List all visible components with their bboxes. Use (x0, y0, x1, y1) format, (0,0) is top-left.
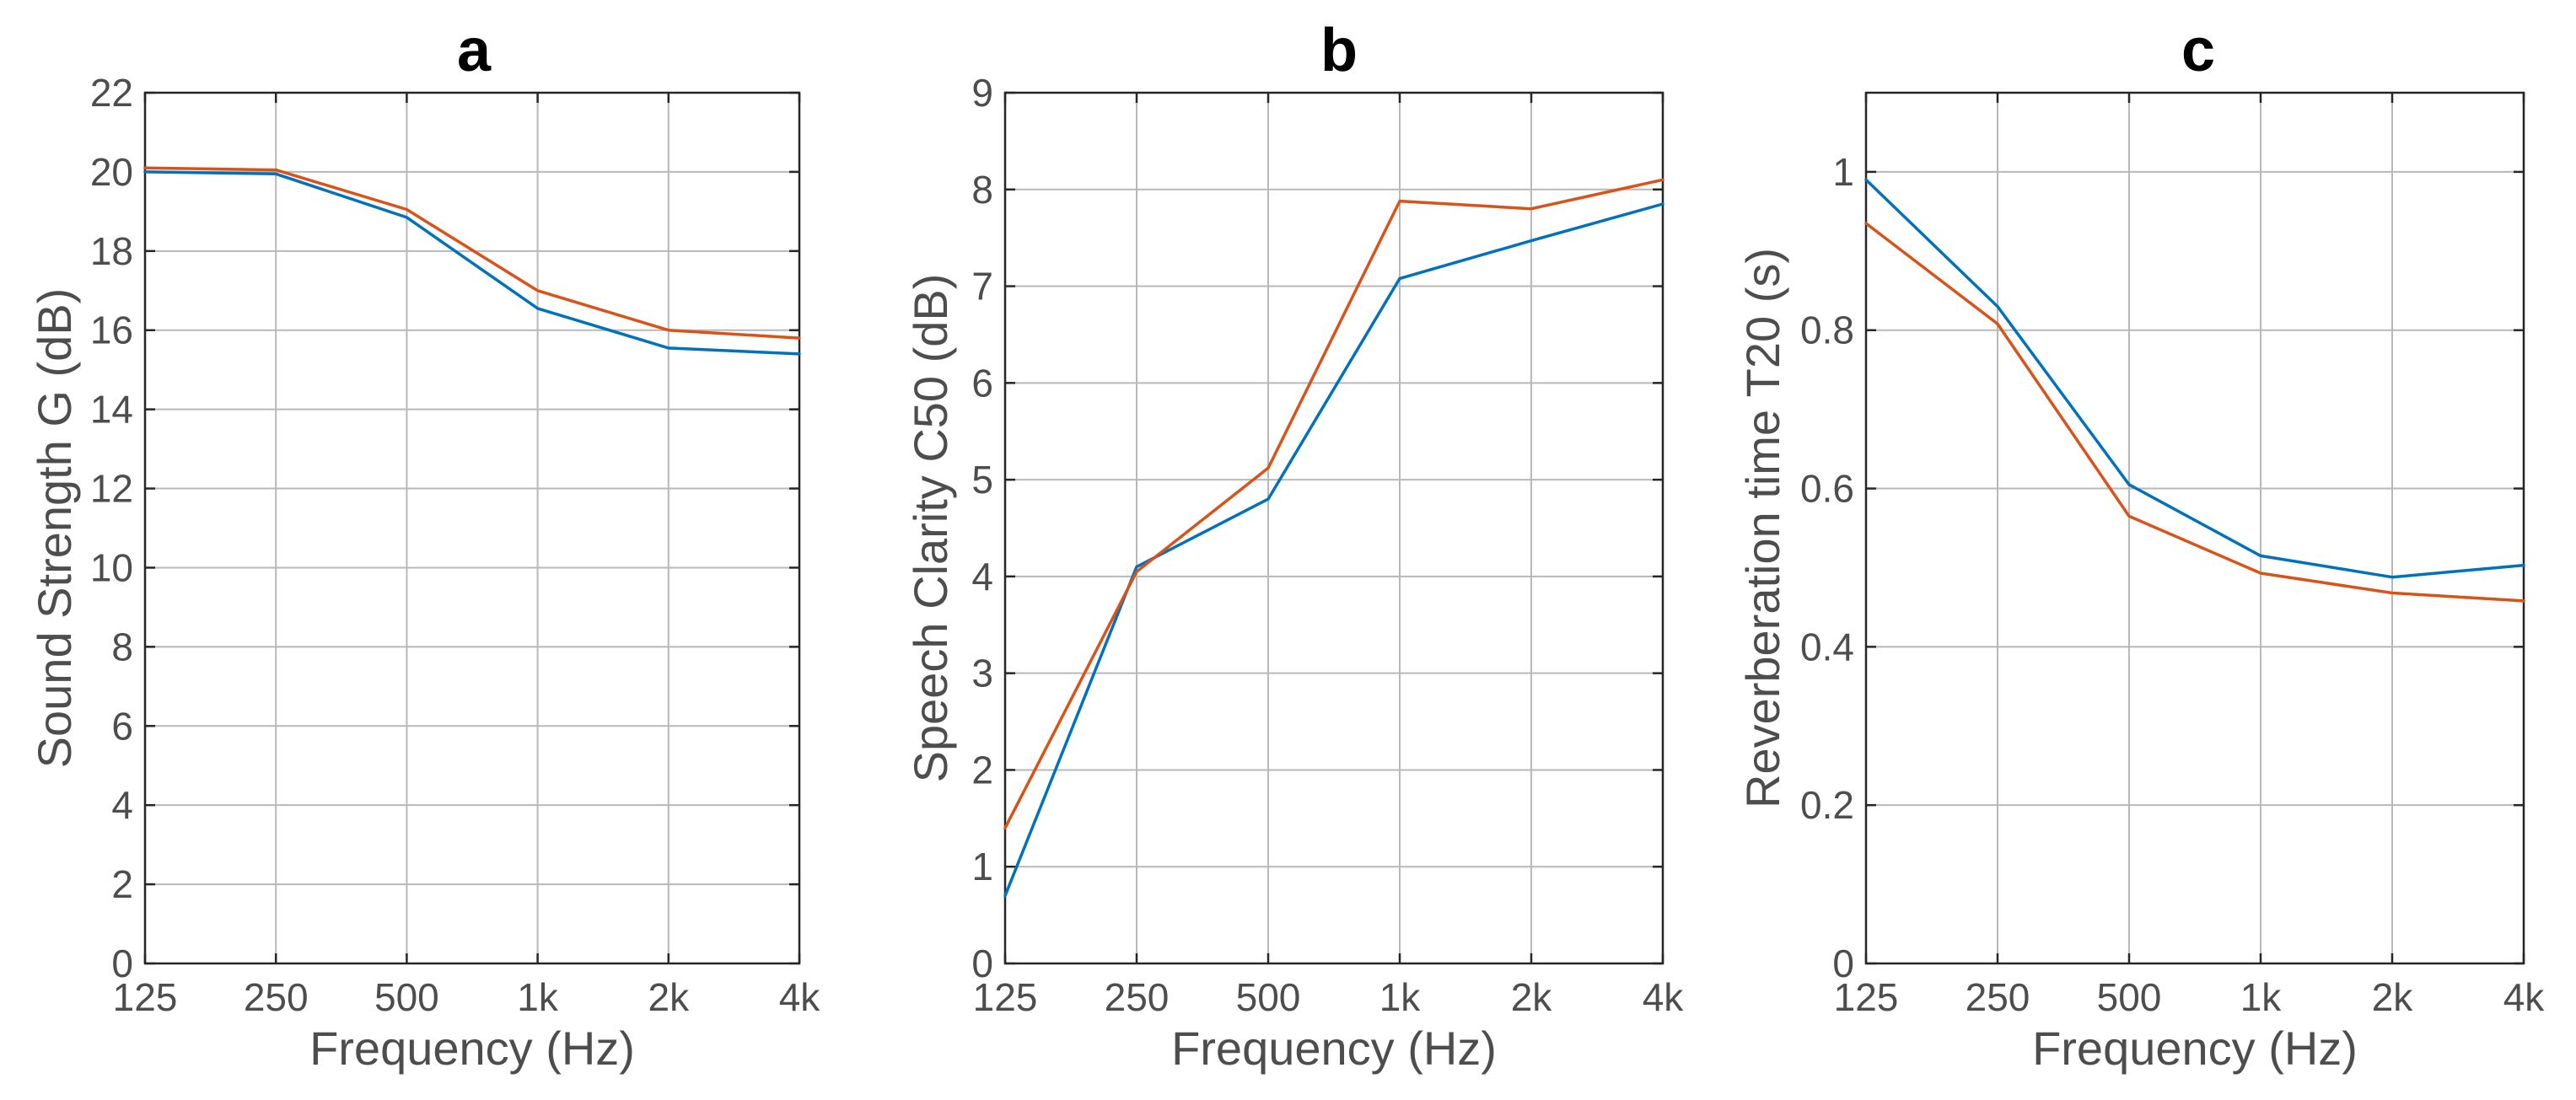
x-tick-label: 4k (1643, 975, 1685, 1019)
y-axis-label: Reverberation time T20 (s) (1736, 248, 1789, 808)
chart-panel-c: 125 250 500 1k 2k 4k 0 0.2 0.4 0.6 0.8 1 c Frequency … (1736, 17, 2545, 1075)
x-axis-label: Frequency (Hz) (2032, 1022, 2358, 1075)
y-tick-label: 1 (971, 845, 993, 888)
y-tick-label: 9 (971, 71, 993, 115)
chart-title: a (457, 17, 492, 84)
x-tick-label: 500 (1236, 975, 1301, 1019)
y-axis-label: Sound Strength G (dB) (28, 288, 81, 769)
plot-area (1866, 93, 2524, 963)
y-tick-label: 20 (90, 150, 133, 194)
x-tick-label: 125 (973, 975, 1038, 1019)
plot-frame (1864, 91, 2525, 965)
x-tick-label: 250 (1105, 975, 1170, 1019)
y-tick-label: 18 (90, 229, 133, 273)
x-axis-label: Frequency (Hz) (1171, 1022, 1497, 1075)
x-tick-label: 4k (2503, 975, 2546, 1019)
plot-frame (143, 91, 801, 965)
y-tick-label: 0.4 (1800, 625, 1854, 668)
y-axis-label: Speech Clarity C50 (dB) (904, 274, 957, 783)
y-tick-label: 0.6 (1800, 467, 1854, 511)
y-tick-label: 7 (971, 265, 993, 309)
y-tick-label: 4 (111, 783, 133, 827)
plot-frame (1003, 91, 1664, 965)
y-tick-label: 22 (90, 71, 133, 115)
x-axis-label: Frequency (Hz) (309, 1022, 635, 1075)
plot-area (1005, 93, 1663, 963)
y-tick-label: 14 (90, 388, 133, 432)
y-tick-label: 0.2 (1800, 783, 1854, 827)
y-tick-label: 2 (971, 748, 993, 791)
series-line-blue (1864, 178, 2525, 579)
series-line-blue (143, 170, 801, 356)
series-line-orange (1864, 222, 2525, 603)
chart-title: c (2181, 17, 2215, 84)
y-tick-label: 12 (90, 467, 133, 511)
y-tick-label: 8 (971, 168, 993, 212)
x-tick-label: 125 (113, 975, 178, 1019)
y-tick-label: 1 (1832, 150, 1854, 194)
x-tick-label: 1k (1379, 975, 1422, 1019)
x-tick-label: 1k (2240, 975, 2283, 1019)
y-tick-label: 4 (971, 555, 993, 598)
x-tick-label: 1k (517, 975, 559, 1019)
chart-panel-b: 125 250 500 1k 2k 4k 0 1 2 3 4 5 6 7 8 9 b Frequency (Hz)… (904, 17, 1684, 1075)
series-line-blue (1003, 202, 1664, 898)
x-tick-label: 4k (779, 975, 821, 1019)
y-tick-label: 5 (971, 458, 993, 502)
y-tick-label: 0 (971, 942, 993, 985)
x-tick-label: 2k (648, 975, 691, 1019)
x-tick-label: 125 (1834, 975, 1899, 1019)
y-tick-label: 0 (1832, 942, 1854, 985)
y-tick-label: 6 (111, 704, 133, 748)
y-tick-label: 16 (90, 309, 133, 352)
y-tick-label: 2 (111, 862, 133, 906)
x-tick-label: 500 (374, 975, 439, 1019)
series-line-orange (143, 166, 801, 340)
chart-title: b (1320, 17, 1358, 84)
x-tick-label: 500 (2097, 975, 2162, 1019)
x-tick-label: 2k (1511, 975, 1553, 1019)
y-tick-label: 8 (111, 625, 133, 668)
y-tick-label: 6 (971, 361, 993, 405)
plot-area (145, 93, 799, 963)
y-tick-label: 0.8 (1800, 309, 1854, 352)
series-line-orange (1003, 178, 1664, 830)
x-tick-label: 250 (244, 975, 309, 1019)
x-tick-label: 2k (2372, 975, 2414, 1019)
x-tick-label: 250 (1966, 975, 2030, 1019)
y-tick-label: 0 (111, 942, 133, 985)
y-tick-label: 3 (971, 652, 993, 695)
y-tick-label: 10 (90, 545, 133, 589)
chart-panel-a: 125 250 500 1k 2k 4k 0 2 4 6 8 10 12 14 16 18 20 22 a Frequ… (28, 17, 820, 1075)
